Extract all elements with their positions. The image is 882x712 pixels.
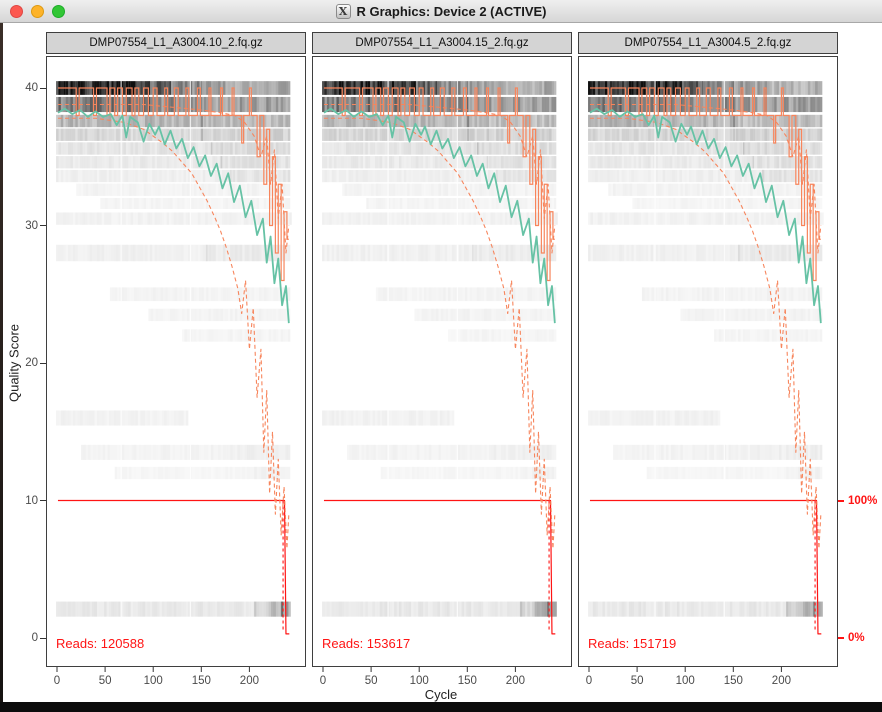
r-graphics-figure: DMP07554_L1_A3004.10_2.fq.gz DMP07554_L1…: [0, 22, 882, 702]
y-tick-mark: [40, 87, 46, 89]
x-tick-label: 200: [240, 675, 259, 687]
titlebar: X R Graphics: Device 2 (ACTIVE): [0, 0, 882, 23]
window-title: R Graphics: Device 2 (ACTIVE): [356, 3, 547, 19]
x-tick-label: 0: [54, 675, 60, 687]
percent-tick-label: 100%: [848, 494, 878, 507]
reads-count-label: Reads: 120588: [56, 636, 144, 651]
percent-tick-mark: [838, 637, 844, 639]
close-button[interactable]: [10, 4, 23, 18]
y-tick-mark: [40, 500, 46, 501]
x-tick-label: 150: [724, 675, 743, 687]
x11-icon: X: [335, 3, 351, 19]
x-axis-title: Cycle: [424, 687, 458, 702]
facet-strip-1: DMP07554_L1_A3004.10_2.fq.gz: [46, 32, 306, 54]
facet-strip-3: DMP07554_L1_A3004.5_2.fq.gz: [578, 32, 838, 54]
desktop-left-edge: [0, 22, 3, 712]
quality-panel-1: 0 50 100 150 200 Reads: 120588: [46, 56, 306, 687]
x-tick-label: 150: [458, 675, 477, 687]
facet-strip-2: DMP07554_L1_A3004.15_2.fq.gz: [312, 32, 572, 54]
x-tick-label: 200: [506, 675, 525, 687]
minimize-button[interactable]: [31, 4, 44, 18]
y-tick-label: 30: [25, 219, 38, 232]
x-tick-label: 0: [586, 675, 592, 687]
percent-tick-label: 0%: [848, 632, 865, 644]
y-tick-label: 10: [25, 494, 38, 507]
percent-tick-mark: [838, 499, 844, 502]
quality-panel-2: 0 50 100 150 200 Reads: 153617: [312, 56, 572, 687]
y-tick-mark: [40, 225, 46, 226]
y-tick-mark: [40, 362, 46, 364]
quality-panel-3: 0 50 100 150 200 Reads: 151719: [578, 56, 838, 687]
x-tick-label: 0: [320, 675, 326, 687]
y-tick-label: 40: [25, 82, 38, 94]
y-tick-label: 0: [31, 632, 38, 644]
y-tick-mark: [40, 637, 46, 639]
window-title-area: X R Graphics: Device 2 (ACTIVE): [335, 3, 547, 19]
reads-count-label: Reads: 153617: [322, 636, 410, 651]
x-tick-label: 100: [144, 675, 163, 687]
x-tick-label: 200: [772, 675, 791, 687]
x-tick-label: 150: [192, 675, 211, 687]
desktop-bottom-edge: [0, 702, 882, 712]
x-tick-label: 50: [99, 675, 112, 687]
y-axis-title: Quality Score: [6, 323, 22, 403]
x-tick-label: 50: [365, 675, 378, 687]
x-tick-label: 50: [631, 675, 644, 687]
y-tick-label: 20: [25, 357, 38, 369]
zoom-button[interactable]: [52, 4, 65, 18]
x-tick-label: 100: [676, 675, 695, 687]
traffic-lights: [10, 0, 65, 22]
x-tick-label: 100: [410, 675, 429, 687]
reads-count-label: Reads: 151719: [588, 636, 676, 651]
